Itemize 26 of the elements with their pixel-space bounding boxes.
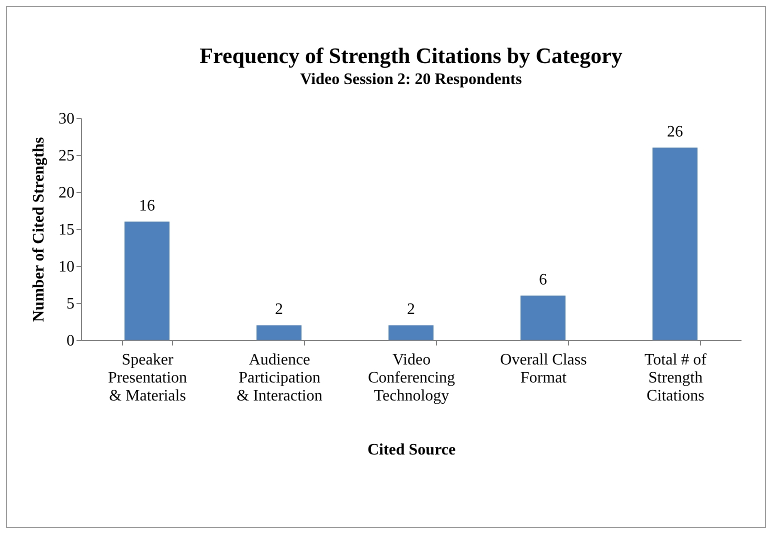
chart-subtitle: Video Session 2: 20 Respondents xyxy=(300,71,522,88)
y-tick-label: 5 xyxy=(66,296,74,312)
data-label: 26 xyxy=(667,124,683,141)
data-label: 2 xyxy=(275,301,283,318)
y-tick-label: 0 xyxy=(66,332,74,350)
data-label: 2 xyxy=(407,301,415,318)
x-tick-label: Speaker Presentation & Materials xyxy=(108,352,188,404)
bar xyxy=(652,148,698,340)
y-tick-label: 10 xyxy=(58,258,74,276)
data-label: 6 xyxy=(539,272,547,289)
y-axis-title: Number of Cited Strengths xyxy=(30,137,48,322)
x-tick-label: Total # of Strength Citations xyxy=(644,352,708,404)
bar xyxy=(256,325,302,340)
x-axis-title: Cited Source xyxy=(367,442,456,458)
y-tick-label: 15 xyxy=(58,222,74,238)
x-tick-label: Audience Participation & Interaction xyxy=(236,352,322,404)
y-tick-label: 20 xyxy=(58,184,74,202)
data-label: 16 xyxy=(139,198,155,215)
chart-title: Frequency of Strength Citations by Category xyxy=(200,43,622,68)
x-tick-label: Overall Class Format xyxy=(500,352,587,386)
y-tick-label: 25 xyxy=(58,148,74,164)
x-tick-label: Video Conferencing Technology xyxy=(368,352,456,404)
y-tick-label: 30 xyxy=(58,110,74,128)
bar xyxy=(124,222,170,340)
bar xyxy=(520,296,566,340)
bar xyxy=(388,325,434,340)
